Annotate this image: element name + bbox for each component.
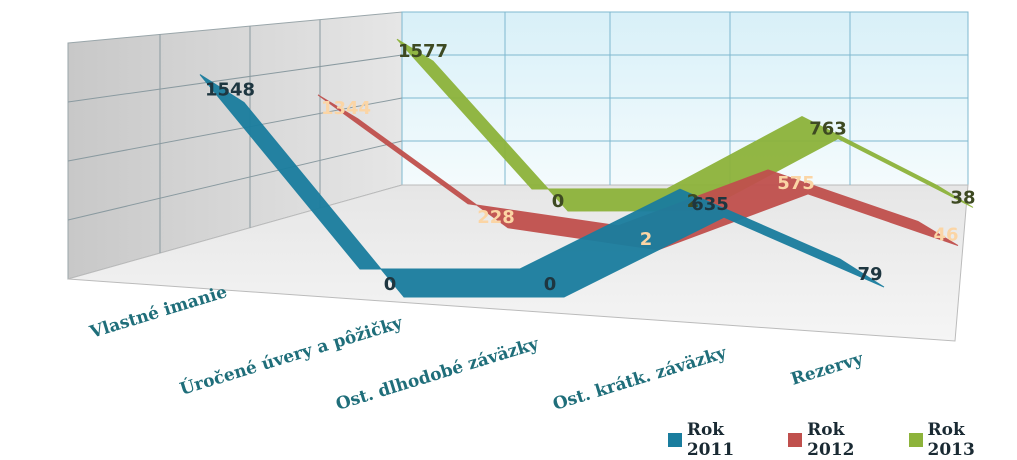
legend-entry: Rok 2013	[908, 420, 1017, 460]
value-label: 0	[552, 191, 565, 212]
value-label: 79	[857, 264, 882, 285]
category-label: Vlastné imanie	[87, 282, 230, 343]
value-label: 0	[384, 274, 397, 295]
series-ribbon-3	[396, 38, 974, 212]
legend-entry: Rok 2012	[788, 420, 896, 460]
category-label: Ost. dlhodobé záväzky	[334, 334, 543, 415]
gridlines	[67, 12, 968, 254]
side-gridline	[67, 54, 403, 103]
value-label: 1548	[205, 80, 255, 101]
value-label: 1344	[321, 98, 371, 119]
value-label: 1577	[398, 41, 448, 62]
value-label: 38	[950, 187, 975, 208]
legend-swatch	[788, 433, 803, 447]
legend: Rok 2011 Rok 2012 Rok 2013	[668, 420, 1017, 460]
category-label: Rezervy	[789, 349, 867, 390]
category-label: Ost. krátk. záväzky	[551, 343, 730, 415]
side-gridline	[67, 97, 403, 162]
legend-swatch	[668, 433, 682, 447]
value-label: 635	[691, 194, 729, 215]
legend-label: Rok 2013	[927, 420, 975, 460]
value-label: 228	[477, 207, 515, 228]
legend-label: Rok 2012	[807, 420, 855, 460]
value-label: 46	[933, 225, 958, 246]
series-ribbon-1	[199, 74, 885, 298]
series-ribbons	[199, 38, 974, 298]
value-label: 763	[809, 119, 847, 140]
value-label: 2	[687, 191, 700, 212]
value-label: 0	[544, 274, 557, 295]
value-label: 575	[777, 173, 815, 194]
legend-label: Rok 2011	[686, 420, 735, 460]
legend-swatch	[908, 433, 923, 447]
legend-entry: Rok 2011	[668, 420, 776, 460]
value-label: 2	[640, 229, 653, 250]
side-gridline	[67, 140, 403, 221]
value-labels: 1577 0 2 763 38 1344 228 2 575 46 1548 0 0 635 79	[205, 41, 976, 295]
